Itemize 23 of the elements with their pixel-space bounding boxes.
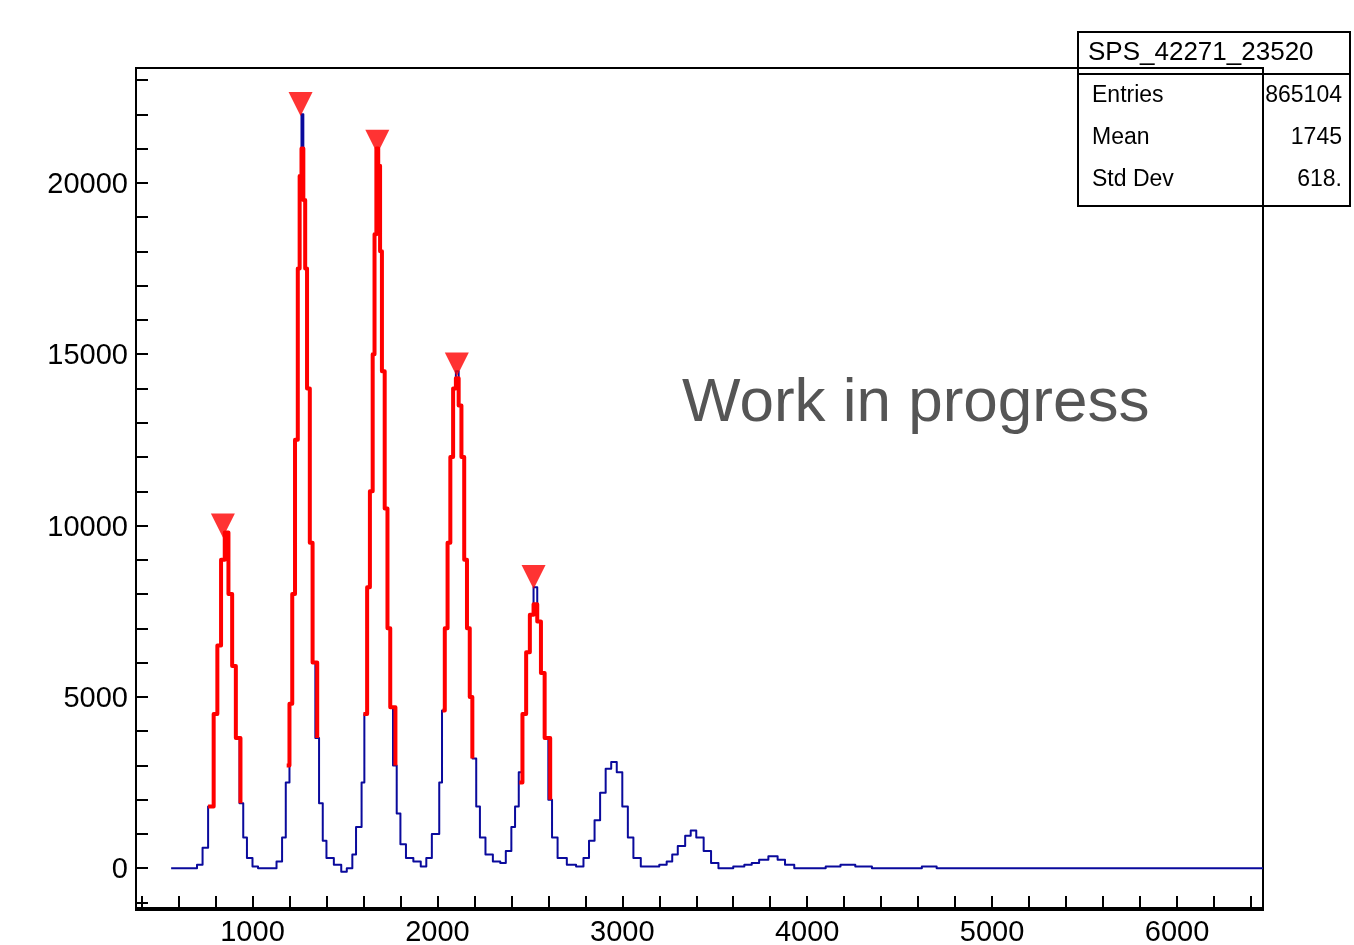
annotation: Std Dev [1092, 164, 1175, 191]
x-tick-label: 1000 [220, 914, 285, 945]
point [288, 91, 313, 116]
text: SPS_42271_23520 [1088, 36, 1314, 66]
annotation: Work in progress [682, 364, 1150, 434]
x-tick-label: 6000 [1144, 914, 1210, 945]
point [521, 564, 546, 589]
x-tick-label: 5000 [959, 914, 1025, 945]
annotation: Mean [1092, 122, 1150, 149]
y-tick-label: 0 [111, 852, 128, 885]
x-tick-label: 3000 [590, 914, 655, 945]
text: 618. [1297, 164, 1342, 191]
point [444, 352, 469, 377]
x-tick-label: 2000 [405, 914, 470, 945]
y-tick-label: 5000 [63, 680, 128, 713]
y-tick-label: 20000 [47, 166, 128, 199]
annotation: Entries [1092, 80, 1164, 107]
y-tick-label: 10000 [47, 509, 128, 542]
text: 865104 [1265, 80, 1343, 107]
x-tick-label: 4000 [774, 914, 840, 945]
y-tick-label: 15000 [47, 338, 128, 371]
point [210, 513, 235, 538]
text: 1745 [1290, 122, 1342, 149]
